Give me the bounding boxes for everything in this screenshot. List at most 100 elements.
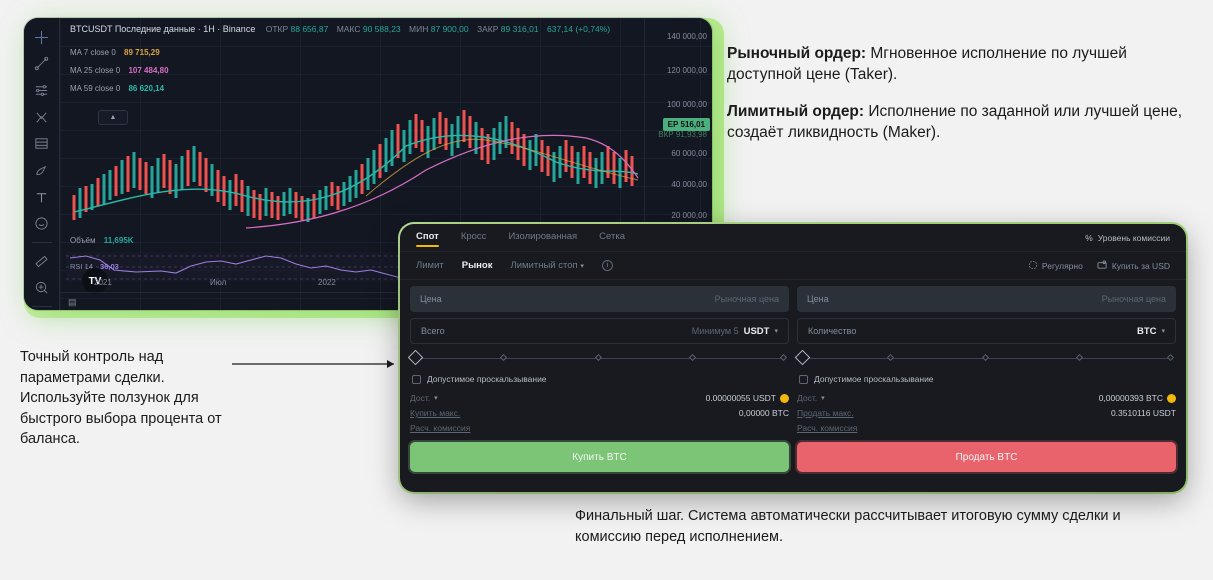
buy-total-field[interactable]: Всего Минимум 5 USDT ▾ [410,318,789,344]
buy-slider-tick-25[interactable] [499,353,507,362]
buy-fee-label[interactable]: Расч. комиссия [410,423,471,433]
sell-slider-handle[interactable] [794,349,811,366]
buy-price-placeholder: Рыночная цена [714,294,779,304]
buy-slippage-row[interactable]: Допустимое проскальзывание [412,374,789,384]
time-tick-2: 2022 [318,278,336,287]
sell-button[interactable]: Продать BTC [797,442,1176,472]
recurring-button[interactable]: Регулярно [1028,260,1083,272]
buy-with-usd-button[interactable]: Купить за USD [1097,259,1170,272]
current-price-tag: ЕР 516,01 [662,118,710,131]
sell-percent-slider[interactable] [794,349,1176,366]
sell-available-row: Дост. ▾ 0,00000393 BTC [797,393,1176,403]
buy-available-label[interactable]: Дост. ▾ [410,393,438,403]
collapse-legend-button[interactable]: ▲ [98,110,128,125]
market-order-text: Мгновенное исполнение по лучшей доступно… [727,45,1127,83]
fee-level-button[interactable]: % Уровень комиссии [1085,233,1170,243]
ohlc-open-label: ОТКР [265,24,289,34]
time-tick-1: Июл [210,278,227,287]
pattern-icon[interactable] [27,106,57,129]
tab-grid[interactable]: Сетка [599,230,625,242]
buy-unit-chevron-down-icon[interactable]: ▾ [774,328,778,335]
sell-slider-tick-100[interactable] [1167,353,1175,362]
info-icon[interactable]: i [601,260,613,271]
sell-slippage-checkbox[interactable] [799,374,808,384]
buy-max-label[interactable]: Купить макс. [410,408,461,418]
ma7-label: MA 7 close 0 [70,48,116,57]
buy-column: Цена Рыночная цена Всего Минимум 5 USDT … [407,286,789,438]
tab-cross[interactable]: Кросс [460,230,487,242]
sell-available-label[interactable]: Дост. ▾ [797,393,825,403]
buy-price-field[interactable]: Цена Рыночная цена [410,286,789,312]
buy-fee-row: Расч. комиссия [410,423,789,433]
buy-button[interactable]: Купить BTC [410,442,789,472]
sell-unit-selector[interactable]: BTC [1136,325,1157,337]
brush-icon[interactable] [27,159,57,182]
ma25-label: MA 25 close 0 [70,66,121,75]
sell-price-placeholder: Рыночная цена [1101,294,1166,304]
tab-market[interactable]: Рынок [461,260,493,271]
sell-slider-tick-75[interactable] [1076,353,1084,362]
trade-panel: Спот Кросс Изолированная Сетка % Уровень… [400,224,1186,492]
sell-slider-tick-50[interactable] [981,353,989,362]
tab-limit[interactable]: Лимит [416,260,444,271]
crosshair-icon[interactable] [27,26,57,49]
pointer-arrow [232,360,394,368]
buy-unit-selector[interactable]: USDT [743,325,770,337]
sell-unit-chevron-down-icon[interactable]: ▾ [1161,328,1165,335]
sell-max-value: 0.3510116 USDT [1110,408,1176,418]
sell-fee-label[interactable]: Расч. комиссия [797,423,858,433]
sell-available-chevron-down-icon[interactable]: ▾ [821,395,825,402]
sell-price-field[interactable]: Цена Рыночная цена [797,286,1176,312]
tab-spot[interactable]: Спот [416,231,439,247]
sell-amount-field[interactable]: Количество BTC ▾ [797,318,1176,344]
trend-line-icon[interactable] [27,53,57,76]
horizontal-lines-icon[interactable] [27,79,57,102]
sell-available-value: 0,00000393 BTC [1098,393,1163,403]
price-tick-4: 40 000,00 [671,180,707,189]
buy-total-label: Всего [421,326,445,336]
fee-level-label: Уровень комиссии [1097,232,1170,243]
limit-order-text: Исполнение по заданной или лучшей цене, … [727,102,1183,141]
buy-slider-tick-100[interactable] [780,353,788,362]
text-icon[interactable] [27,186,57,209]
annotation-final-step: Финальный шаг. Система автоматически рас… [575,508,1121,545]
tab-isolated[interactable]: Изолированная [508,230,578,242]
buy-available-chevron-down-icon[interactable]: ▾ [434,395,438,402]
buy-slider-tick-50[interactable] [594,353,602,362]
zoom-icon[interactable] [27,277,57,300]
rsi-label: RSI 14 [70,262,93,271]
buy-max-value: 0,00000 BTC [738,408,789,418]
chevron-down-icon: ▾ [580,263,584,270]
toolbar-divider [31,242,52,243]
sell-max-label[interactable]: Продать макс. [797,408,854,418]
chart-bottom-bar: ▤ [60,292,712,310]
buy-slider-handle[interactable] [407,349,424,366]
sell-slippage-row[interactable]: Допустимое проскальзывание [799,374,1176,384]
annotation-market-order: Рыночный ордер: Мгновенное исполнение по… [727,44,1197,86]
ma59-line [73,134,639,213]
ma7-value: 89 715,29 [124,48,160,57]
chart-drawing-toolbar[interactable] [24,18,60,310]
ma25-line [245,134,639,229]
buy-max-row: Купить макс. 0,00000 BTC [410,408,789,418]
ma25-value: 107 484,80 [128,66,169,75]
calendar-icon[interactable]: ▤ [68,297,77,307]
emoji-icon[interactable] [27,212,57,235]
panel-market-tabs[interactable]: Спот Кросс Изолированная Сетка % Уровень… [400,224,1186,252]
coin-icon [780,393,789,403]
tab-stop-limit[interactable]: Лимитный стоп ▾ [510,260,583,271]
sell-column: Цена Рыночная цена Количество BTC ▾ [794,286,1176,438]
toolbar-divider-2 [31,306,52,307]
percent-icon: % [1085,232,1093,243]
sell-slider-tick-25[interactable] [886,353,894,362]
fib-icon[interactable] [27,133,57,156]
buy-available-text: Дост. [410,393,431,403]
buy-slippage-checkbox[interactable] [412,374,421,384]
ruler-icon[interactable] [27,250,57,273]
coin-icon-2 [1167,393,1176,403]
buy-slippage-label: Допустимое проскальзывание [427,374,547,384]
buy-slider-tick-75[interactable] [689,353,697,362]
recurring-label: Регулярно [1041,260,1083,271]
buy-percent-slider[interactable] [407,349,789,366]
panel-order-type-tabs[interactable]: Лимит Рынок Лимитный стоп ▾ i Регулярно … [400,252,1186,280]
